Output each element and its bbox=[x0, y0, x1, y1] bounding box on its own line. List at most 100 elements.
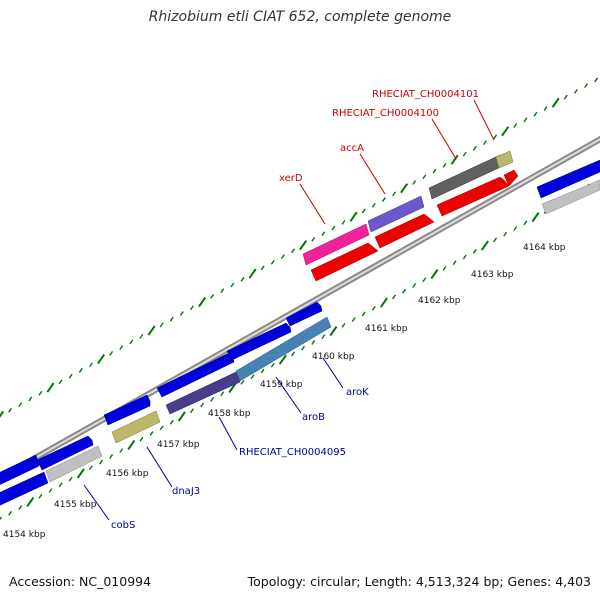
tick-label: 4163 kbp bbox=[471, 270, 514, 280]
major-tick bbox=[177, 411, 186, 422]
minor-tick bbox=[88, 465, 93, 471]
minor-tick bbox=[159, 322, 164, 328]
major-tick bbox=[198, 297, 207, 308]
minor-tick bbox=[432, 168, 437, 174]
gene-label-RHECIAT_CH0004101[interactable]: RHECIAT_CH0004101 bbox=[372, 89, 479, 100]
minor-tick bbox=[58, 482, 63, 488]
minor-tick bbox=[543, 106, 548, 111]
minor-tick bbox=[482, 140, 487, 146]
minor-tick bbox=[18, 402, 23, 408]
minor-tick bbox=[210, 293, 215, 299]
minor-tick bbox=[341, 219, 346, 225]
minor-tick bbox=[189, 408, 194, 414]
outer-tick-row bbox=[0, 77, 599, 418]
minor-tick bbox=[18, 505, 23, 511]
genome-summary-text: Topology: circular; Length: 4,513,324 bp… bbox=[247, 574, 591, 589]
minor-tick bbox=[361, 208, 366, 214]
minor-tick bbox=[594, 77, 599, 83]
minor-tick bbox=[109, 453, 114, 459]
minor-tick bbox=[220, 288, 225, 294]
minor-tick bbox=[109, 350, 114, 356]
tick-labels: 4154 kbp 4155 kbp 4156 kbp 4157 kbp 4158… bbox=[3, 243, 566, 540]
major-tick bbox=[97, 353, 106, 365]
minor-tick bbox=[189, 305, 194, 311]
gene-label-RHECIAT_CH0004095[interactable]: RHECIAT_CH0004095 bbox=[239, 447, 346, 458]
minor-tick bbox=[472, 248, 477, 254]
major-tick bbox=[248, 268, 257, 279]
major-tick bbox=[349, 211, 358, 222]
gene-label-cobS[interactable]: cobS bbox=[111, 520, 135, 531]
cds-dnaJ3-upper[interactable] bbox=[103, 394, 151, 426]
gene-accA[interactable] bbox=[367, 195, 425, 233]
cds-xerD[interactable] bbox=[310, 242, 379, 282]
gene-cobS[interactable] bbox=[45, 445, 103, 483]
cds-RHECIAT_CH0004100[interactable] bbox=[436, 176, 510, 217]
minor-tick bbox=[119, 448, 124, 454]
minor-tick bbox=[351, 317, 356, 323]
gene-RHECIAT_CH0004095[interactable] bbox=[165, 371, 241, 415]
cds-cobS-upper[interactable] bbox=[36, 435, 94, 471]
gene-label-accA[interactable]: accA bbox=[340, 143, 364, 154]
accession-text: Accession: NC_010994 bbox=[9, 574, 152, 589]
gene-right-lower[interactable] bbox=[541, 179, 600, 215]
cds-aroB-upper[interactable] bbox=[226, 322, 292, 361]
tick-label: 4161 kbp bbox=[365, 324, 408, 334]
minor-tick bbox=[169, 316, 174, 322]
gene-dnaJ3[interactable] bbox=[111, 410, 161, 444]
cds-aroK-upper[interactable] bbox=[285, 301, 323, 327]
minor-tick bbox=[573, 88, 578, 94]
major-tick bbox=[400, 183, 409, 194]
minor-tick bbox=[68, 476, 73, 482]
minor-tick bbox=[230, 282, 235, 288]
gene-label-aroB[interactable]: aroB bbox=[302, 412, 325, 423]
minor-tick bbox=[139, 333, 144, 339]
minor-tick bbox=[240, 276, 245, 282]
major-tick bbox=[501, 126, 510, 137]
gene-aroB-aroK[interactable] bbox=[235, 316, 332, 382]
major-tick bbox=[379, 297, 388, 308]
major-tick bbox=[329, 325, 338, 337]
gene-label-xerD[interactable]: xerD bbox=[279, 173, 303, 184]
minor-tick bbox=[149, 431, 154, 436]
tick-label: 4162 kbp bbox=[418, 296, 461, 306]
minor-tick bbox=[88, 362, 93, 368]
gene-xerD[interactable] bbox=[302, 223, 370, 266]
minor-tick bbox=[129, 339, 134, 345]
major-tick bbox=[481, 240, 489, 251]
gene-label-RHECIAT_CH0004100[interactable]: RHECIAT_CH0004100 bbox=[332, 108, 439, 119]
cds-right-upper[interactable] bbox=[536, 159, 600, 199]
major-tick bbox=[0, 410, 4, 418]
minor-tick bbox=[0, 516, 2, 521]
cds-RHECIAT_CH0004101[interactable] bbox=[503, 169, 519, 187]
gene-left-lower[interactable] bbox=[0, 471, 49, 508]
cds-accA[interactable] bbox=[374, 213, 435, 249]
cds-upper-left[interactable] bbox=[0, 454, 40, 488]
minor-tick bbox=[240, 379, 245, 385]
major-tick bbox=[26, 496, 35, 507]
minor-tick bbox=[402, 288, 407, 294]
minor-tick bbox=[381, 197, 386, 202]
minor-tick bbox=[48, 488, 53, 493]
minor-tick bbox=[280, 254, 285, 259]
minor-tick bbox=[462, 254, 467, 260]
gene-label-aroK[interactable]: aroK bbox=[346, 387, 369, 398]
minor-tick bbox=[321, 231, 326, 237]
minor-tick bbox=[38, 390, 43, 396]
gene-label-dnaJ3[interactable]: dnaJ3 bbox=[172, 486, 200, 497]
cds-RHECIAT_CH0004095-upper[interactable] bbox=[156, 352, 235, 398]
minor-tick bbox=[8, 510, 13, 516]
minor-tick bbox=[200, 402, 205, 408]
minor-tick bbox=[523, 220, 528, 226]
minor-tick bbox=[331, 225, 336, 231]
gene-RHECIAT_CH0004101[interactable] bbox=[495, 150, 514, 169]
major-tick bbox=[147, 325, 156, 336]
major-tick bbox=[46, 382, 55, 393]
tick-label: 4157 kbp bbox=[157, 440, 200, 450]
minor-tick bbox=[291, 248, 295, 254]
minor-tick bbox=[321, 334, 326, 340]
minor-tick bbox=[513, 226, 518, 231]
minor-tick bbox=[422, 174, 427, 180]
minor-tick bbox=[442, 162, 447, 168]
